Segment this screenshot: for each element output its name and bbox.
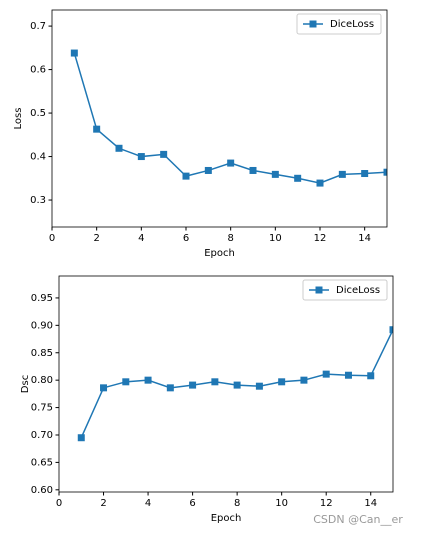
marker bbox=[77, 434, 85, 442]
legend-marker bbox=[309, 20, 317, 28]
plot-frame bbox=[58, 275, 394, 493]
marker bbox=[122, 378, 130, 386]
marker bbox=[278, 378, 286, 386]
y-axis-label: Loss bbox=[13, 108, 24, 130]
y-axis-label: Dsc bbox=[20, 375, 31, 393]
legend-box bbox=[302, 279, 388, 301]
marker bbox=[255, 382, 263, 390]
x-tick-label: 2 bbox=[93, 233, 99, 244]
y-tick-label: 0.4 bbox=[30, 152, 46, 163]
marker bbox=[189, 381, 197, 389]
x-tick-label: 4 bbox=[138, 233, 144, 244]
marker bbox=[389, 326, 393, 334]
y-tick-label: 0.5 bbox=[30, 108, 46, 119]
x-tick-label: 4 bbox=[145, 498, 151, 509]
marker bbox=[294, 174, 302, 182]
marker bbox=[115, 144, 123, 152]
y-tick-label: 0.7 bbox=[30, 21, 46, 32]
marker bbox=[100, 384, 108, 392]
marker bbox=[166, 384, 174, 392]
x-tick-label: 8 bbox=[234, 498, 240, 509]
y-tick-label: 0.6 bbox=[30, 65, 46, 76]
plot-area bbox=[70, 49, 387, 187]
marker bbox=[182, 172, 190, 180]
y-tick-label: 0.80 bbox=[31, 375, 53, 386]
marker bbox=[249, 166, 257, 174]
plot-frame bbox=[51, 9, 388, 228]
marker bbox=[344, 371, 352, 379]
marker bbox=[383, 168, 387, 176]
marker bbox=[316, 179, 324, 187]
y-tick-label: 0.85 bbox=[31, 348, 53, 359]
y-tick-label: 0.95 bbox=[31, 293, 53, 304]
x-tick-label: 12 bbox=[314, 233, 327, 244]
x-tick-label: 6 bbox=[189, 498, 195, 509]
x-tick-label: 6 bbox=[183, 233, 189, 244]
marker bbox=[322, 370, 330, 378]
x-axis-label: Epoch bbox=[204, 248, 235, 259]
x-tick-label: 8 bbox=[227, 233, 233, 244]
y-tick-label: 0.70 bbox=[31, 430, 53, 441]
x-tick-label: 12 bbox=[320, 498, 333, 509]
x-tick-label: 0 bbox=[56, 498, 62, 509]
y-tick-label: 0.90 bbox=[31, 320, 53, 331]
marker bbox=[338, 170, 346, 178]
marker bbox=[93, 125, 101, 133]
marker bbox=[300, 376, 308, 384]
marker bbox=[271, 170, 279, 178]
y-tick-label: 0.75 bbox=[31, 403, 53, 414]
marker bbox=[204, 166, 212, 174]
legend-label: DiceLoss bbox=[336, 285, 380, 296]
x-tick-label: 2 bbox=[100, 498, 106, 509]
legend-marker bbox=[315, 286, 323, 294]
x-tick-label: 10 bbox=[269, 233, 282, 244]
y-tick-label: 0.65 bbox=[31, 457, 53, 468]
y-tick-label: 0.3 bbox=[30, 195, 46, 206]
legend-label: DiceLoss bbox=[330, 19, 374, 30]
marker bbox=[227, 159, 235, 167]
watermark: CSDN @Can__er bbox=[313, 513, 403, 526]
marker bbox=[211, 378, 219, 386]
marker bbox=[361, 170, 369, 178]
marker bbox=[233, 381, 241, 389]
marker bbox=[367, 372, 375, 380]
x-tick-label: 14 bbox=[358, 233, 371, 244]
x-axis-label: Epoch bbox=[211, 513, 242, 524]
marker bbox=[160, 150, 168, 158]
x-tick-label: 10 bbox=[275, 498, 288, 509]
plot-area bbox=[77, 326, 393, 442]
marker bbox=[70, 49, 78, 57]
marker bbox=[137, 153, 145, 161]
x-tick-label: 14 bbox=[364, 498, 377, 509]
x-tick-label: 0 bbox=[49, 233, 55, 244]
y-tick-label: 0.60 bbox=[31, 485, 53, 496]
legend-box bbox=[296, 13, 382, 35]
marker bbox=[144, 376, 152, 384]
